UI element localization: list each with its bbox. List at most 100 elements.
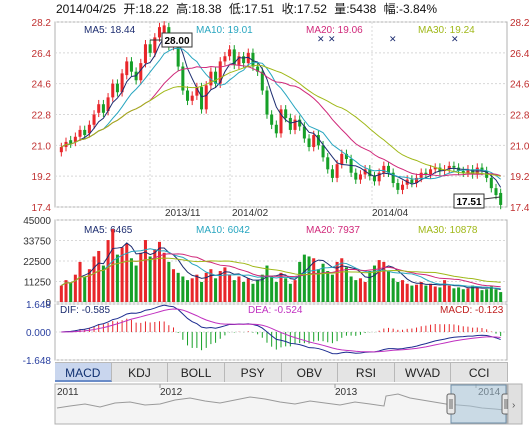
volume-bar (256, 280, 260, 302)
candle-body (251, 52, 255, 67)
volume-bar (223, 267, 227, 302)
volume-ma-lines (61, 242, 501, 290)
candle-body (157, 27, 162, 38)
volume-bar (195, 274, 199, 302)
candle-body (242, 56, 246, 64)
candle-body (396, 183, 400, 190)
volume-bar (228, 274, 232, 302)
candle-body (288, 117, 292, 130)
volume-bar (73, 274, 77, 302)
price-tick-label-right: 19.2 (510, 172, 529, 183)
candle-body (115, 83, 119, 93)
navigator-left-handle[interactable] (446, 393, 456, 415)
volume-bar (302, 254, 306, 302)
tab-macd[interactable]: MACD (55, 362, 112, 382)
candle-body (148, 44, 152, 53)
volume-bar (382, 261, 386, 302)
volume-bar (59, 285, 63, 302)
volume-bar (139, 252, 143, 302)
volume-bar (106, 240, 110, 302)
tab-kdj[interactable]: KDJ (111, 362, 169, 382)
price-tick-label: 26.4 (32, 49, 52, 60)
high-callout: 28.00 (150, 32, 193, 48)
volume-bar (288, 283, 292, 302)
candle-body (195, 87, 199, 96)
candle-body (125, 61, 129, 76)
price-tick-label: 21.0 (32, 141, 52, 152)
candle-body (69, 140, 73, 144)
tab-rsi[interactable]: RSI (338, 362, 395, 382)
volume-bar (167, 261, 171, 302)
volume-bar (171, 269, 176, 302)
candle-body (83, 129, 87, 136)
volume-bar (419, 281, 423, 302)
volume-bar (251, 283, 255, 302)
volume-bar (83, 276, 87, 302)
volume-bar (125, 243, 129, 302)
volume-bar (64, 280, 68, 302)
volume-bar (176, 272, 180, 302)
navigator-panel[interactable] (54, 383, 508, 425)
volume-bar (335, 261, 339, 302)
header-low: 低:17.51 (229, 2, 275, 16)
volume-bar (475, 287, 479, 302)
ma5-line (61, 34, 502, 188)
candle-body (307, 138, 311, 148)
candle-body (452, 165, 456, 168)
volume-bar (143, 240, 147, 302)
candle-body (377, 172, 381, 182)
candle-body (293, 119, 297, 130)
event-marker-icon: ✕ (317, 34, 325, 44)
candle-body (260, 71, 264, 91)
macd-tick-label: -1.648 (23, 356, 52, 367)
volume-bar (377, 260, 381, 302)
volume-bar (101, 265, 105, 302)
date-label-2: 2014/02 (232, 208, 269, 219)
chevron-right-icon: › (512, 400, 515, 411)
volume-bar (438, 287, 442, 302)
tab-wvad[interactable]: WVAD (394, 362, 452, 382)
price-tick-label-right: 24.6 (510, 80, 529, 91)
macd-label: MACD: -0.123 (440, 305, 504, 316)
macd-tick-label: 1.648 (26, 300, 51, 311)
price-tick-label-right: 17.4 (510, 203, 529, 214)
volume-tick-label: 22500 (23, 257, 51, 268)
volume-bar (461, 289, 465, 302)
candle-body (237, 56, 241, 65)
volume-tick-label: 0 (45, 298, 51, 309)
navigator-scroll-right-button[interactable] (507, 383, 523, 425)
tab-psy[interactable]: PSY (224, 362, 282, 382)
candle-body (139, 63, 143, 81)
candle-body (162, 25, 166, 34)
volume-bar (354, 280, 358, 302)
macd-tick-label: 0.000 (26, 328, 51, 339)
header-close: 收:17.52 (282, 2, 328, 16)
candle-body (274, 124, 278, 134)
candle-body (265, 90, 269, 115)
macd-lines (61, 304, 501, 355)
candle-body (368, 169, 372, 177)
candle-body (312, 135, 316, 148)
candle-body (97, 104, 101, 113)
candle-body (204, 85, 208, 110)
volume-bar (186, 280, 190, 302)
tab-cci[interactable]: CCI (451, 362, 508, 382)
candle-body (59, 147, 63, 153)
volume-bar (232, 280, 236, 302)
candle-body (330, 169, 334, 178)
vol-ma30-label: MA30: 10878 (418, 225, 478, 236)
candle-body (489, 177, 493, 189)
tab-boll[interactable]: BOLL (168, 362, 225, 382)
ma5-label: MA5: 18.44 (84, 25, 136, 36)
volume-bar (209, 269, 213, 302)
candle-body (73, 136, 77, 142)
tab-obv[interactable]: OBV (281, 362, 339, 382)
candle-body (419, 172, 423, 178)
header-volume: 量:5438 (334, 2, 376, 16)
volume-bar (452, 288, 456, 302)
navigator-sparkline (56, 393, 505, 411)
candle-body (92, 114, 96, 125)
volume-bar (204, 272, 208, 302)
navigator-selection[interactable] (450, 384, 507, 424)
